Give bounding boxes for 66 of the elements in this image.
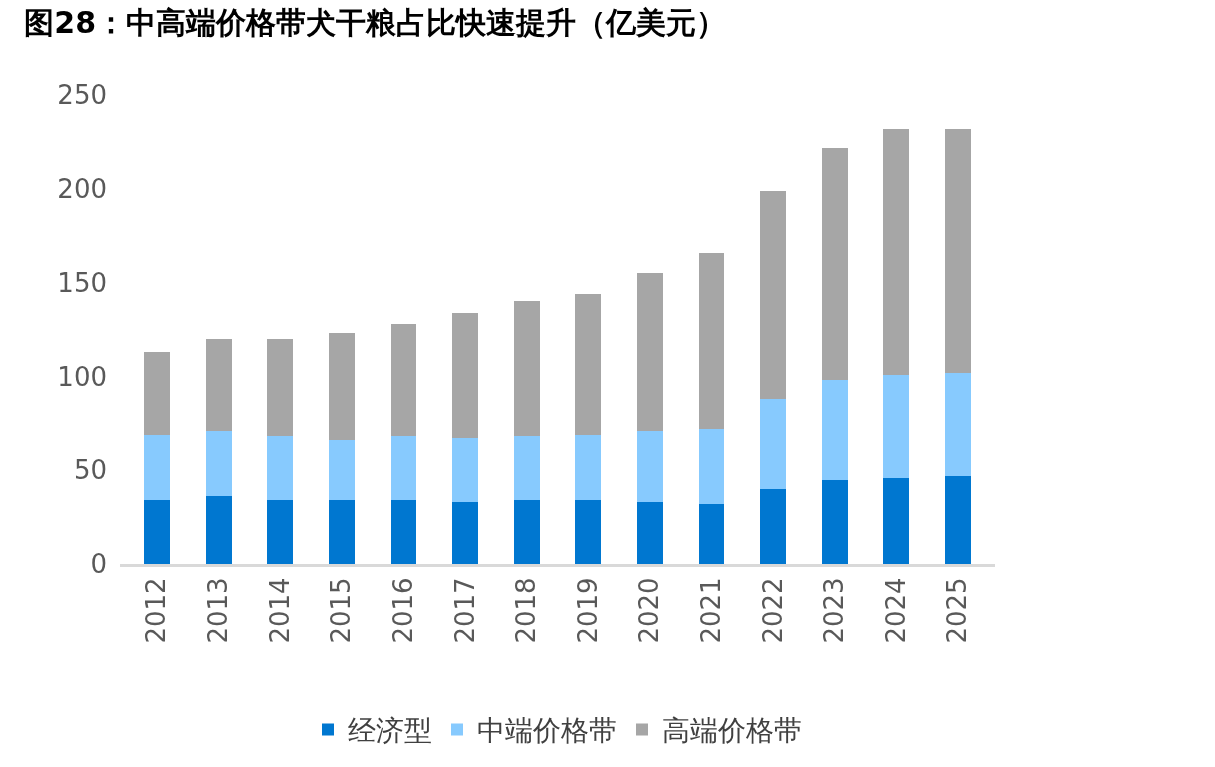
bar xyxy=(328,333,355,441)
bar xyxy=(328,500,355,564)
y-tick-label: 0 xyxy=(90,549,107,580)
bar xyxy=(821,479,848,564)
bar xyxy=(205,496,232,564)
bar xyxy=(760,398,787,489)
x-tick-label: 2021 xyxy=(696,577,726,644)
legend-label: 高端价格带 xyxy=(662,714,802,748)
bar xyxy=(513,301,540,437)
bar xyxy=(945,475,971,564)
legend-label: 经济型 xyxy=(348,714,432,748)
bar xyxy=(883,128,910,375)
y-tick-label: 250 xyxy=(57,80,107,111)
bar xyxy=(452,438,479,503)
bar xyxy=(205,338,232,431)
y-tick-label: 200 xyxy=(57,173,107,204)
x-tick-label: 2023 xyxy=(819,577,850,644)
bar xyxy=(760,488,787,564)
bar xyxy=(452,312,479,439)
x-tick-label: 2016 xyxy=(387,577,418,644)
bar xyxy=(636,430,663,503)
bar xyxy=(883,374,910,478)
chart-title: 图28：中高端价格带犬干粮占比快速提升（亿美元） xyxy=(24,4,727,40)
bar xyxy=(267,500,294,564)
bar xyxy=(267,436,294,501)
bar xyxy=(267,338,294,437)
bar xyxy=(513,500,540,564)
bar xyxy=(390,323,417,437)
bar xyxy=(883,477,910,564)
bar xyxy=(144,352,170,435)
bar xyxy=(452,502,479,564)
bar xyxy=(575,293,602,435)
bar xyxy=(575,500,602,564)
bar xyxy=(390,436,417,501)
legend-label: 中端价格带 xyxy=(477,714,617,748)
x-tick-label: 2013 xyxy=(203,577,234,644)
y-tick-label: 100 xyxy=(57,361,107,392)
bar xyxy=(390,500,417,564)
y-tick-label: 50 xyxy=(73,455,107,486)
x-tick-label: 2014 xyxy=(264,577,295,644)
x-tick-label: 2017 xyxy=(449,577,480,644)
bar xyxy=(636,502,663,564)
y-tick-label: 150 xyxy=(57,267,107,298)
bar xyxy=(945,128,971,373)
bar xyxy=(328,440,355,501)
x-tick-label: 2022 xyxy=(757,577,788,644)
x-tick-label: 2024 xyxy=(880,577,911,644)
bar xyxy=(698,503,725,564)
bar xyxy=(760,190,787,399)
bar xyxy=(205,430,232,497)
bar xyxy=(821,147,848,381)
bar xyxy=(575,434,602,501)
x-tick-label: 2025 xyxy=(942,577,973,644)
bar xyxy=(945,372,971,476)
bar xyxy=(144,434,170,501)
bar xyxy=(513,436,540,501)
x-tick-label: 2015 xyxy=(326,577,357,644)
bar xyxy=(698,428,725,504)
bar xyxy=(821,380,848,480)
x-tick-label: 2019 xyxy=(572,577,603,644)
bar xyxy=(636,273,663,431)
bar xyxy=(698,252,725,429)
bar xyxy=(144,500,170,564)
x-tick-label: 2012 xyxy=(141,577,172,644)
x-tick-label: 2020 xyxy=(634,577,665,644)
x-tick-label: 2018 xyxy=(511,577,542,644)
